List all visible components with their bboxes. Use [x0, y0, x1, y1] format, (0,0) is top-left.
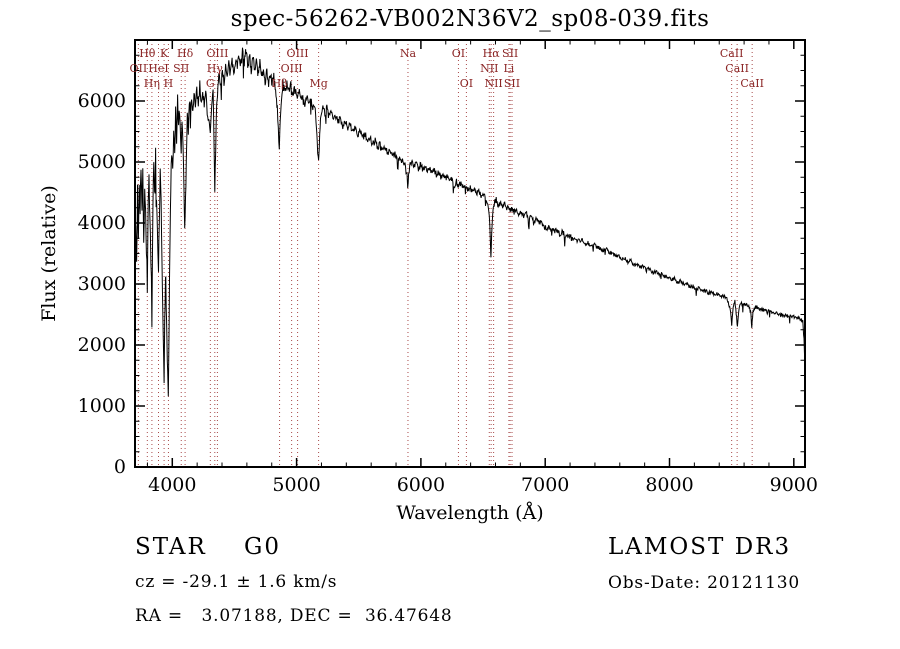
x-tick-label: 4000	[148, 474, 196, 496]
y-tick-label: 2000	[78, 334, 126, 356]
spectral-line-label: SII	[504, 77, 520, 90]
spectral-line-label: Hδ	[177, 47, 194, 60]
x-tick-label: 5000	[272, 474, 320, 496]
spectral-line-label: Hγ	[207, 62, 224, 75]
survey-release-text: LAMOST DR3	[608, 534, 792, 560]
spectral-line-label: OIII	[281, 62, 303, 75]
spectral-line-label: Hη	[144, 77, 160, 90]
x-tick-label: 6000	[397, 474, 445, 496]
spectral-line-label: OIII	[287, 47, 309, 60]
y-tick-label: 6000	[78, 90, 126, 112]
spectral-line-label: OI	[460, 77, 473, 90]
spectral-line-label: SII	[502, 47, 518, 60]
x-tick-label: 7000	[521, 474, 569, 496]
x-tick-label: 9000	[770, 474, 818, 496]
spectral-line-label: Hβ	[272, 77, 288, 90]
spectral-line-label: HeI	[148, 62, 168, 75]
spectral-line-label: SII	[173, 62, 189, 75]
spectral-line-label: Mg	[309, 77, 327, 90]
spectral-line-label: K	[160, 47, 169, 60]
spectral-line-label: Li	[503, 62, 514, 75]
spectral-line-label: OII	[129, 62, 147, 75]
ra-dec-text: RA = 3.07188, DEC = 36.47648	[135, 606, 453, 626]
y-tick-label: 0	[114, 456, 126, 478]
spectral-line-label: NII	[480, 62, 498, 75]
spectral-line-label: CaII	[740, 77, 764, 90]
obs-date-text: Obs-Date: 20121130	[608, 573, 801, 593]
spectral-line-label: OIII	[206, 47, 228, 60]
spectral-line-label: H	[164, 77, 174, 90]
spectral-line-label: NII	[484, 77, 502, 90]
y-tick-label: 5000	[78, 151, 126, 173]
spectral-line-label: Hθ	[139, 47, 156, 60]
y-tick-label: 1000	[78, 395, 126, 417]
object-class-text: STAR G0	[135, 534, 282, 560]
y-tick-label: 3000	[78, 273, 126, 295]
spectral-line-label: G	[206, 77, 215, 90]
spectrum-path	[134, 47, 806, 397]
spectral-line-label: OI	[452, 47, 465, 60]
x-axis-title: Wavelength (Å)	[396, 502, 543, 524]
plot-title: spec-56262-VB002N36V2_sp08-039.fits	[230, 6, 710, 32]
plot-frame	[134, 39, 806, 468]
spectral-line-label: Hα	[483, 47, 501, 60]
radial-velocity-text: cz = -29.1 ± 1.6 km/s	[135, 572, 338, 592]
spectral-line-label: Na	[400, 47, 417, 60]
x-tick-label: 8000	[645, 474, 693, 496]
y-axis-title: Flux (relative)	[38, 185, 60, 322]
y-tick-label: 4000	[78, 212, 126, 234]
spectral-line-label: CaII	[725, 62, 749, 75]
spectral-line-label: CaII	[720, 47, 744, 60]
